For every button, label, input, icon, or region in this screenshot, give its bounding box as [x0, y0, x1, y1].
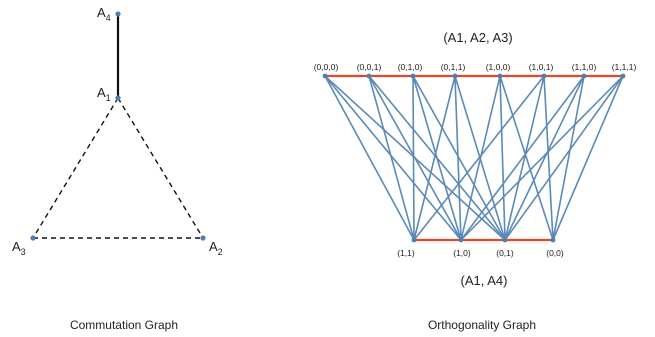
node-a2	[200, 235, 206, 241]
dashed-edge-a1-a2	[117, 97, 204, 239]
edge-(0,0,0)-(1,1)	[324, 75, 415, 241]
edge-(0,1,0)-(0,1)	[412, 75, 506, 241]
top-node-label-011: (0,1,1)	[441, 62, 466, 72]
commutation-caption: Commutation Graph	[70, 318, 178, 332]
edge-(0,1,1)-(1,0)	[454, 75, 462, 241]
edge-(1,1,1)-(0,0)	[552, 75, 624, 241]
bottom-node-label-10: (1,0)	[453, 248, 471, 258]
bottom-node-(1,1)	[411, 237, 417, 243]
top-node-(1,1,0)	[581, 73, 587, 79]
label-a3: A3	[12, 239, 26, 257]
orthogonality-caption: Orthogonality Graph	[428, 318, 536, 332]
label-a1: A1	[97, 85, 111, 103]
top-node-label-100: (1,0,0)	[486, 62, 511, 72]
node-a1	[115, 95, 121, 101]
top-node-label-010: (0,1,0)	[398, 62, 423, 72]
edge-(1,1,0)-(0,1)	[504, 75, 585, 241]
top-node-(0,1,0)	[410, 73, 416, 79]
commutation-graph: A4 A1 A3 A2 Commutation Graph	[12, 5, 223, 332]
bipartite-nodes	[322, 73, 626, 243]
dashed-edge-a1-a3	[32, 97, 119, 239]
top-node-(0,0,0)	[322, 73, 328, 79]
orthogonality-graph: (A1, A2, A3) (0,0,0) (0,0,1) (0,1,0) (0,…	[314, 30, 637, 332]
bipartite-edges	[324, 75, 624, 241]
edge-(1,1,1)-(0,1)	[504, 75, 624, 241]
top-node-label-000: (0,0,0)	[314, 62, 339, 72]
top-node-label-001: (0,0,1)	[357, 62, 382, 72]
bottom-node-(0,0)	[550, 237, 556, 243]
label-a4: A4	[97, 5, 111, 23]
label-a2: A2	[209, 239, 223, 257]
edge-(0,0,1)-(1,1)	[368, 75, 415, 241]
bottom-node-label-00: (0,0)	[546, 248, 564, 258]
bottom-node-(1,0)	[458, 237, 464, 243]
edge-(0,1,0)-(1,1)	[412, 75, 415, 241]
top-node-(1,0,0)	[497, 73, 503, 79]
edge-(1,0,1)-(0,1)	[504, 75, 545, 241]
top-node-(0,0,1)	[366, 73, 372, 79]
edge-(1,1,1)-(1,0)	[460, 75, 624, 241]
top-node-label-110: (1,1,0)	[572, 62, 597, 72]
edge-(1,0,0)-(0,0)	[499, 75, 554, 241]
bottom-node-(0,1)	[502, 237, 508, 243]
edge-(1,0,0)-(1,0)	[460, 75, 501, 241]
edge-(0,1,0)-(1,0)	[412, 75, 462, 241]
bottom-node-label-11: (1,1)	[397, 248, 415, 258]
edge-(1,0,0)-(0,1)	[499, 75, 506, 241]
edge-(1,0,1)-(0,0)	[543, 75, 554, 241]
top-node-(0,1,1)	[452, 73, 458, 79]
top-node-(1,0,1)	[541, 73, 547, 79]
bottom-row-title: (A1, A4)	[461, 273, 508, 288]
edge-(0,0,0)-(1,0)	[324, 75, 462, 241]
bottom-node-label-01: (0,1)	[496, 248, 514, 258]
edge-(0,1,1)-(1,1)	[413, 75, 456, 241]
edge-(1,1,0)-(1,0)	[460, 75, 585, 241]
node-a4	[115, 11, 121, 17]
top-node-label-111: (1,1,1)	[612, 62, 637, 72]
edge-(1,1,0)-(0,0)	[552, 75, 585, 241]
top-row-title: (A1, A2, A3)	[443, 30, 512, 45]
top-node-(1,1,1)	[620, 73, 626, 79]
top-node-label-101: (1,0,1)	[529, 62, 554, 72]
edge-(1,0,1)-(1,1)	[413, 75, 545, 241]
node-a3	[30, 235, 36, 241]
edge-(0,0,1)-(1,0)	[368, 75, 462, 241]
